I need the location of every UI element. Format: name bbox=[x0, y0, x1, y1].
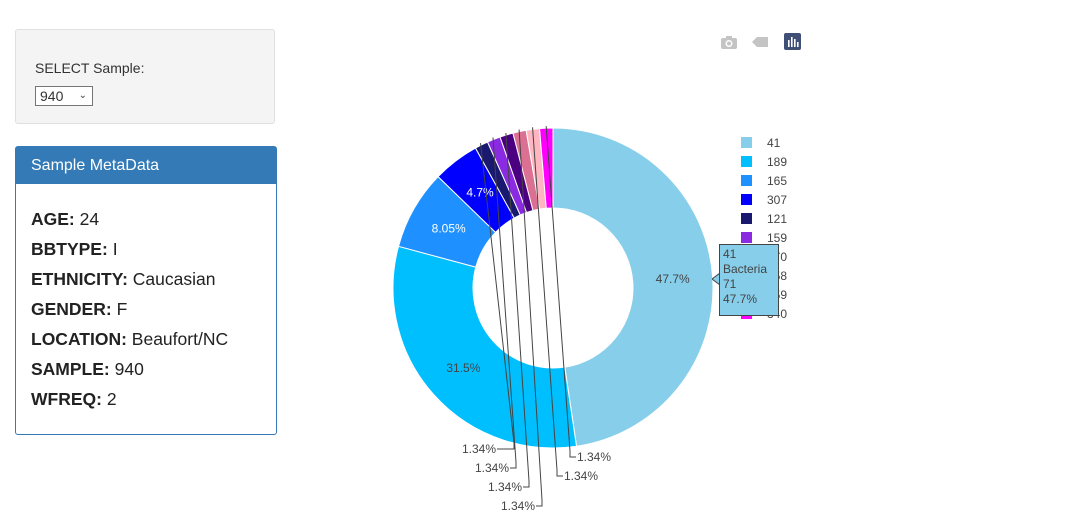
metadata-row-wfreq: WFREQ: 2 bbox=[31, 387, 228, 417]
camera-icon[interactable] bbox=[720, 33, 738, 51]
metadata-key: WFREQ: bbox=[31, 389, 102, 409]
sample-select-panel: SELECT Sample: 940 ⌄ bbox=[15, 29, 275, 124]
metadata-row-gender: GENDER: F bbox=[31, 297, 228, 327]
legend-item-41[interactable]: 41 bbox=[741, 136, 781, 150]
metadata-key: AGE: bbox=[31, 209, 75, 229]
slice-percent-label: 47.7% bbox=[656, 272, 690, 286]
legend-swatch bbox=[741, 232, 752, 243]
metadata-row-age: AGE: 24 bbox=[31, 207, 228, 237]
tooltip-text: Bacteria bbox=[723, 262, 768, 276]
legend-item-121[interactable]: 121 bbox=[741, 212, 787, 226]
slice-percent-label: 1.34% bbox=[577, 450, 611, 464]
tooltip-value: 71 bbox=[723, 277, 737, 291]
legend-label: 165 bbox=[767, 174, 787, 188]
slice-percent-label: 4.7% bbox=[466, 186, 494, 200]
pie-slice-41[interactable] bbox=[552, 127, 714, 447]
metadata-value: Beaufort/NC bbox=[131, 329, 229, 349]
metadata-title: Sample MetaData bbox=[16, 147, 276, 184]
metadata-value: 24 bbox=[79, 209, 100, 229]
slice-label-leader bbox=[545, 126, 576, 458]
legend-swatch bbox=[741, 137, 752, 148]
slice-percent-label: 1.34% bbox=[462, 442, 496, 456]
metadata-key: ETHNICITY: bbox=[31, 269, 128, 289]
legend-label: 41 bbox=[767, 136, 781, 150]
metadata-panel: Sample MetaData AGE: 24 BBTYPE: I ETHNIC… bbox=[15, 146, 277, 435]
metadata-value: F bbox=[116, 299, 128, 319]
tooltip-percent: 47.7% bbox=[723, 292, 758, 306]
legend-item-189[interactable]: 189 bbox=[741, 155, 787, 169]
hover-tooltip: 41 Bacteria 71 47.7% bbox=[719, 244, 779, 316]
slice-label-leader bbox=[480, 143, 515, 450]
metadata-value: 2 bbox=[106, 389, 117, 409]
slice-percent-label: 31.5% bbox=[446, 361, 480, 375]
chevron-down-icon: ⌄ bbox=[78, 90, 87, 101]
chart-modebar bbox=[718, 33, 808, 53]
metadata-key: BBTYPE: bbox=[31, 239, 108, 259]
metadata-row-ethnicity: ETHNICITY: Caucasian bbox=[31, 267, 228, 297]
slice-percent-label: 1.34% bbox=[488, 480, 522, 494]
tag-icon[interactable] bbox=[751, 33, 769, 51]
slice-percent-label: 8.05% bbox=[432, 222, 466, 236]
metadata-list: AGE: 24 BBTYPE: I ETHNICITY: Caucasian G… bbox=[31, 207, 228, 417]
slice-percent-label: 1.34% bbox=[564, 469, 598, 483]
legend-swatch bbox=[741, 213, 752, 224]
slice-label-leader bbox=[532, 127, 563, 477]
metadata-value: I bbox=[112, 239, 118, 259]
metadata-value: 940 bbox=[114, 359, 144, 379]
metadata-value: Caucasian bbox=[132, 269, 216, 289]
sample-select-dropdown[interactable]: 940 ⌄ bbox=[35, 86, 93, 106]
legend-label: 307 bbox=[767, 193, 787, 207]
legend-swatch bbox=[741, 175, 752, 186]
metadata-key: SAMPLE: bbox=[31, 359, 110, 379]
select-sample-label: SELECT Sample: bbox=[35, 60, 145, 76]
legend-label: 121 bbox=[767, 212, 787, 226]
tooltip-label: 41 bbox=[723, 247, 737, 261]
legend-item-159[interactable]: 159 bbox=[741, 231, 787, 245]
plotly-logo-icon[interactable] bbox=[784, 33, 802, 51]
legend-item-307[interactable]: 307 bbox=[741, 193, 787, 207]
slice-percent-label: 1.34% bbox=[475, 461, 509, 475]
legend-item-165[interactable]: 165 bbox=[741, 174, 787, 188]
metadata-row-location: LOCATION: Beaufort/NC bbox=[31, 327, 228, 357]
slice-label-leader bbox=[505, 132, 530, 488]
slice-label-leader bbox=[518, 129, 543, 507]
slice-label-leader bbox=[492, 137, 517, 469]
sample-select-value: 940 bbox=[40, 88, 64, 104]
legend-swatch bbox=[741, 156, 752, 167]
metadata-key: GENDER: bbox=[31, 299, 112, 319]
metadata-row-bbtype: BBTYPE: I bbox=[31, 237, 228, 267]
pie-slice-340[interactable] bbox=[538, 127, 554, 209]
slice-percent-label: 1.34% bbox=[501, 499, 535, 513]
metadata-key: LOCATION: bbox=[31, 329, 127, 349]
pie-slice-189[interactable] bbox=[392, 245, 578, 449]
legend-swatch bbox=[741, 194, 752, 205]
metadata-row-sample: SAMPLE: 940 bbox=[31, 357, 228, 387]
legend-label: 189 bbox=[767, 155, 787, 169]
legend-label: 159 bbox=[767, 231, 787, 245]
tooltip-arrow bbox=[712, 273, 720, 285]
